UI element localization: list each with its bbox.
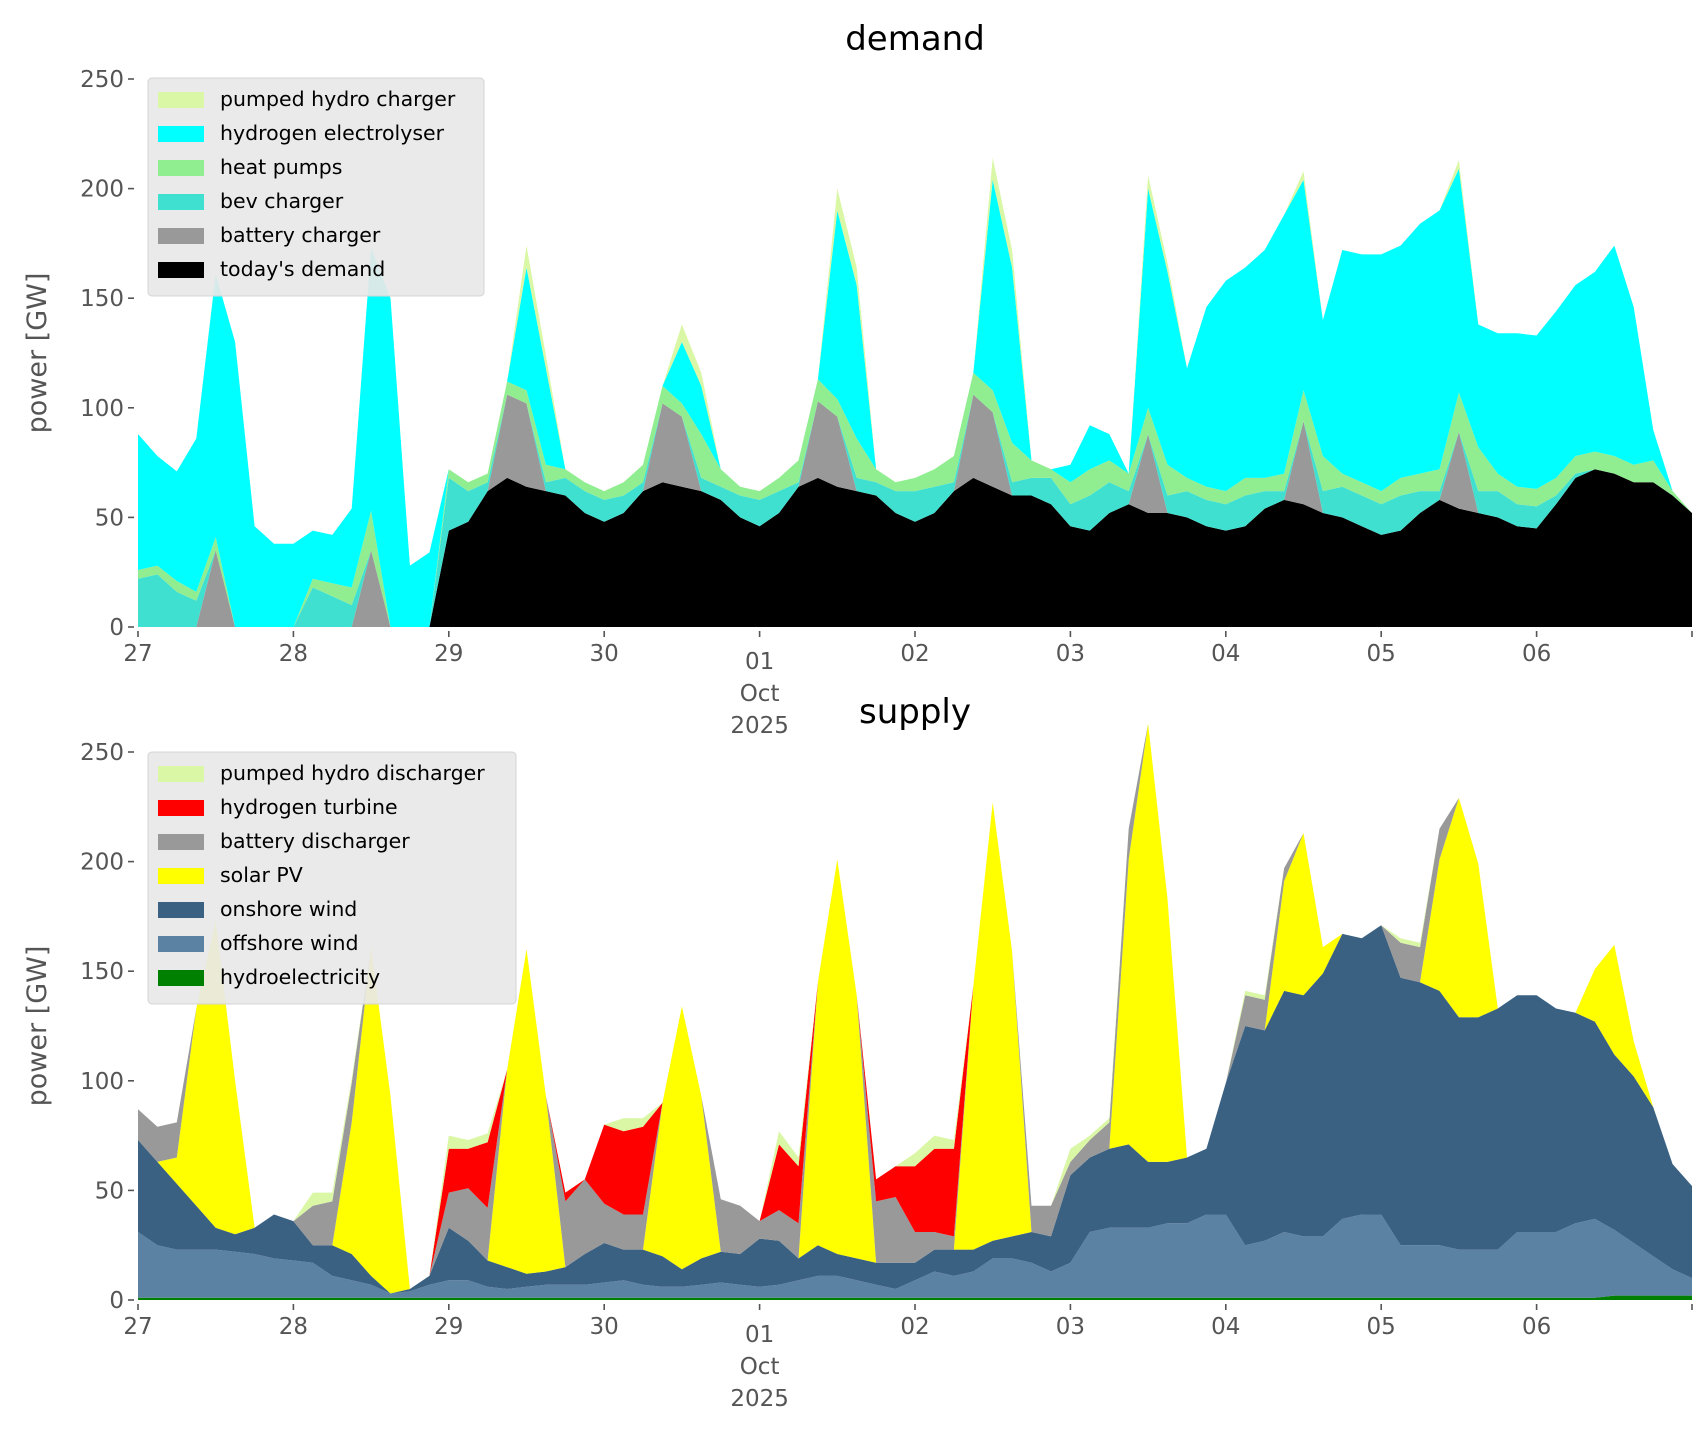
x-tick-label: 29 [434,1314,463,1340]
legend-label-pumped-hydro-discharger: pumped hydro discharger [220,761,485,785]
x-tick-sublabel: 2025 [730,1386,789,1412]
demand-y-axis-label: power [GW] [22,273,53,434]
area-hydrogen-turbine [138,723,1692,1289]
area-battery-charger [138,394,1692,627]
area-hydrogen-electrolyser [138,168,1692,627]
x-tick-label: 01 [745,1322,774,1348]
x-tick-label: 28 [279,1314,308,1340]
area-today-s-demand [138,469,1692,627]
x-tick-label: 01 [745,649,774,675]
supply-areas [138,723,1692,1300]
y-tick-label: 200 [80,177,124,203]
demand-legend: pumped hydro charger hydrogen electrolyse… [147,77,485,297]
supply-y-axis: 0 50 100 150 200 250 [80,740,134,1314]
legend-label-today-s-demand: today's demand [220,257,385,281]
demand-x-axis: 27 28 29 30 01 Oct 2025 02 03 04 05 06 [123,631,1693,739]
x-tick-label: 05 [1367,1314,1396,1340]
demand-y-axis: 0 50 100 150 200 250 [80,67,134,641]
legend-swatch-hydrogen-turbine [158,800,204,816]
demand-areas [138,157,1692,627]
legend-label-hydroelectricity: hydroelectricity [220,965,380,989]
area-pumped-hydro-charger [138,157,1692,566]
x-tick-label: 06 [1522,1314,1551,1340]
x-tick-label: 05 [1367,641,1396,667]
x-tick-label: 02 [900,1314,929,1340]
demand-title: demand [845,19,985,59]
x-tick-label: 06 [1522,641,1551,667]
legend-label-hydrogen-electrolyser: hydrogen electrolyser [220,121,445,145]
y-tick-label: 250 [80,67,124,93]
legend-swatch-battery-charger [158,228,204,244]
x-tick-sublabel: Oct [740,681,780,707]
legend-swatch-hydroelectricity [158,970,204,986]
y-tick-label: 150 [80,959,124,985]
x-tick-sublabel: Oct [740,1354,780,1380]
x-tick-label: 30 [590,641,619,667]
area-solar-pv [138,723,1692,1294]
x-tick-label: 03 [1056,641,1085,667]
legend-label-battery-discharger: battery discharger [220,829,410,853]
y-tick-label: 100 [80,1069,124,1095]
x-tick-label: 28 [279,641,308,667]
y-tick-label: 50 [95,1178,124,1204]
legend-swatch-pumped-hydro-charger [158,92,204,108]
y-tick-label: 50 [95,505,124,531]
x-tick-label: 27 [123,641,152,667]
supply-legend: pumped hydro discharger hydrogen turbine b… [147,751,517,1005]
area-offshore-wind [138,1214,1692,1298]
legend-swatch-bev-charger [158,194,204,210]
legend-label-heat-pumps: heat pumps [220,155,342,179]
x-tick-label: 04 [1211,641,1240,667]
x-tick-label: 27 [123,1314,152,1340]
y-tick-label: 250 [80,740,124,766]
legend-swatch-solar-pv [158,868,204,884]
area-heat-pumps [138,372,1692,627]
supply-title: supply [859,692,971,732]
legend-label-battery-charger: battery charger [220,223,381,247]
legend-swatch-onshore-wind [158,902,204,918]
legend-label-offshore-wind: offshore wind [220,931,358,955]
legend-label-pumped-hydro-charger: pumped hydro charger [220,87,456,111]
supply-x-axis: 27 28 29 30 01 Oct 2025 02 03 04 05 06 [123,1304,1693,1412]
y-tick-label: 0 [109,1288,124,1314]
x-tick-label: 29 [434,641,463,667]
y-tick-label: 200 [80,850,124,876]
y-tick-label: 100 [80,396,124,422]
x-tick-label: 02 [900,641,929,667]
legend-box [147,751,517,1005]
x-tick-sublabel: 2025 [730,713,789,739]
y-tick-label: 150 [80,286,124,312]
x-tick-label: 04 [1211,1314,1240,1340]
legend-swatch-offshore-wind [158,936,204,952]
legend-swatch-heat-pumps [158,160,204,176]
area-bev-charger [138,394,1692,627]
legend-label-hydrogen-turbine: hydrogen turbine [220,795,398,819]
legend-label-onshore-wind: onshore wind [220,897,357,921]
legend-swatch-hydrogen-electrolyser [158,126,204,142]
supply-y-axis-label: power [GW] [22,946,53,1107]
area-onshore-wind [138,925,1692,1294]
legend-swatch-battery-discharger [158,834,204,850]
legend-swatch-pumped-hydro-discharger [158,766,204,782]
y-tick-label: 0 [109,615,124,641]
legend-label-solar-pv: solar PV [220,863,303,887]
legend-swatch-today-s-demand [158,262,204,278]
x-tick-label: 03 [1056,1314,1085,1340]
x-tick-label: 30 [590,1314,619,1340]
legend-box [147,77,485,297]
legend-label-bev-charger: bev charger [220,189,344,213]
